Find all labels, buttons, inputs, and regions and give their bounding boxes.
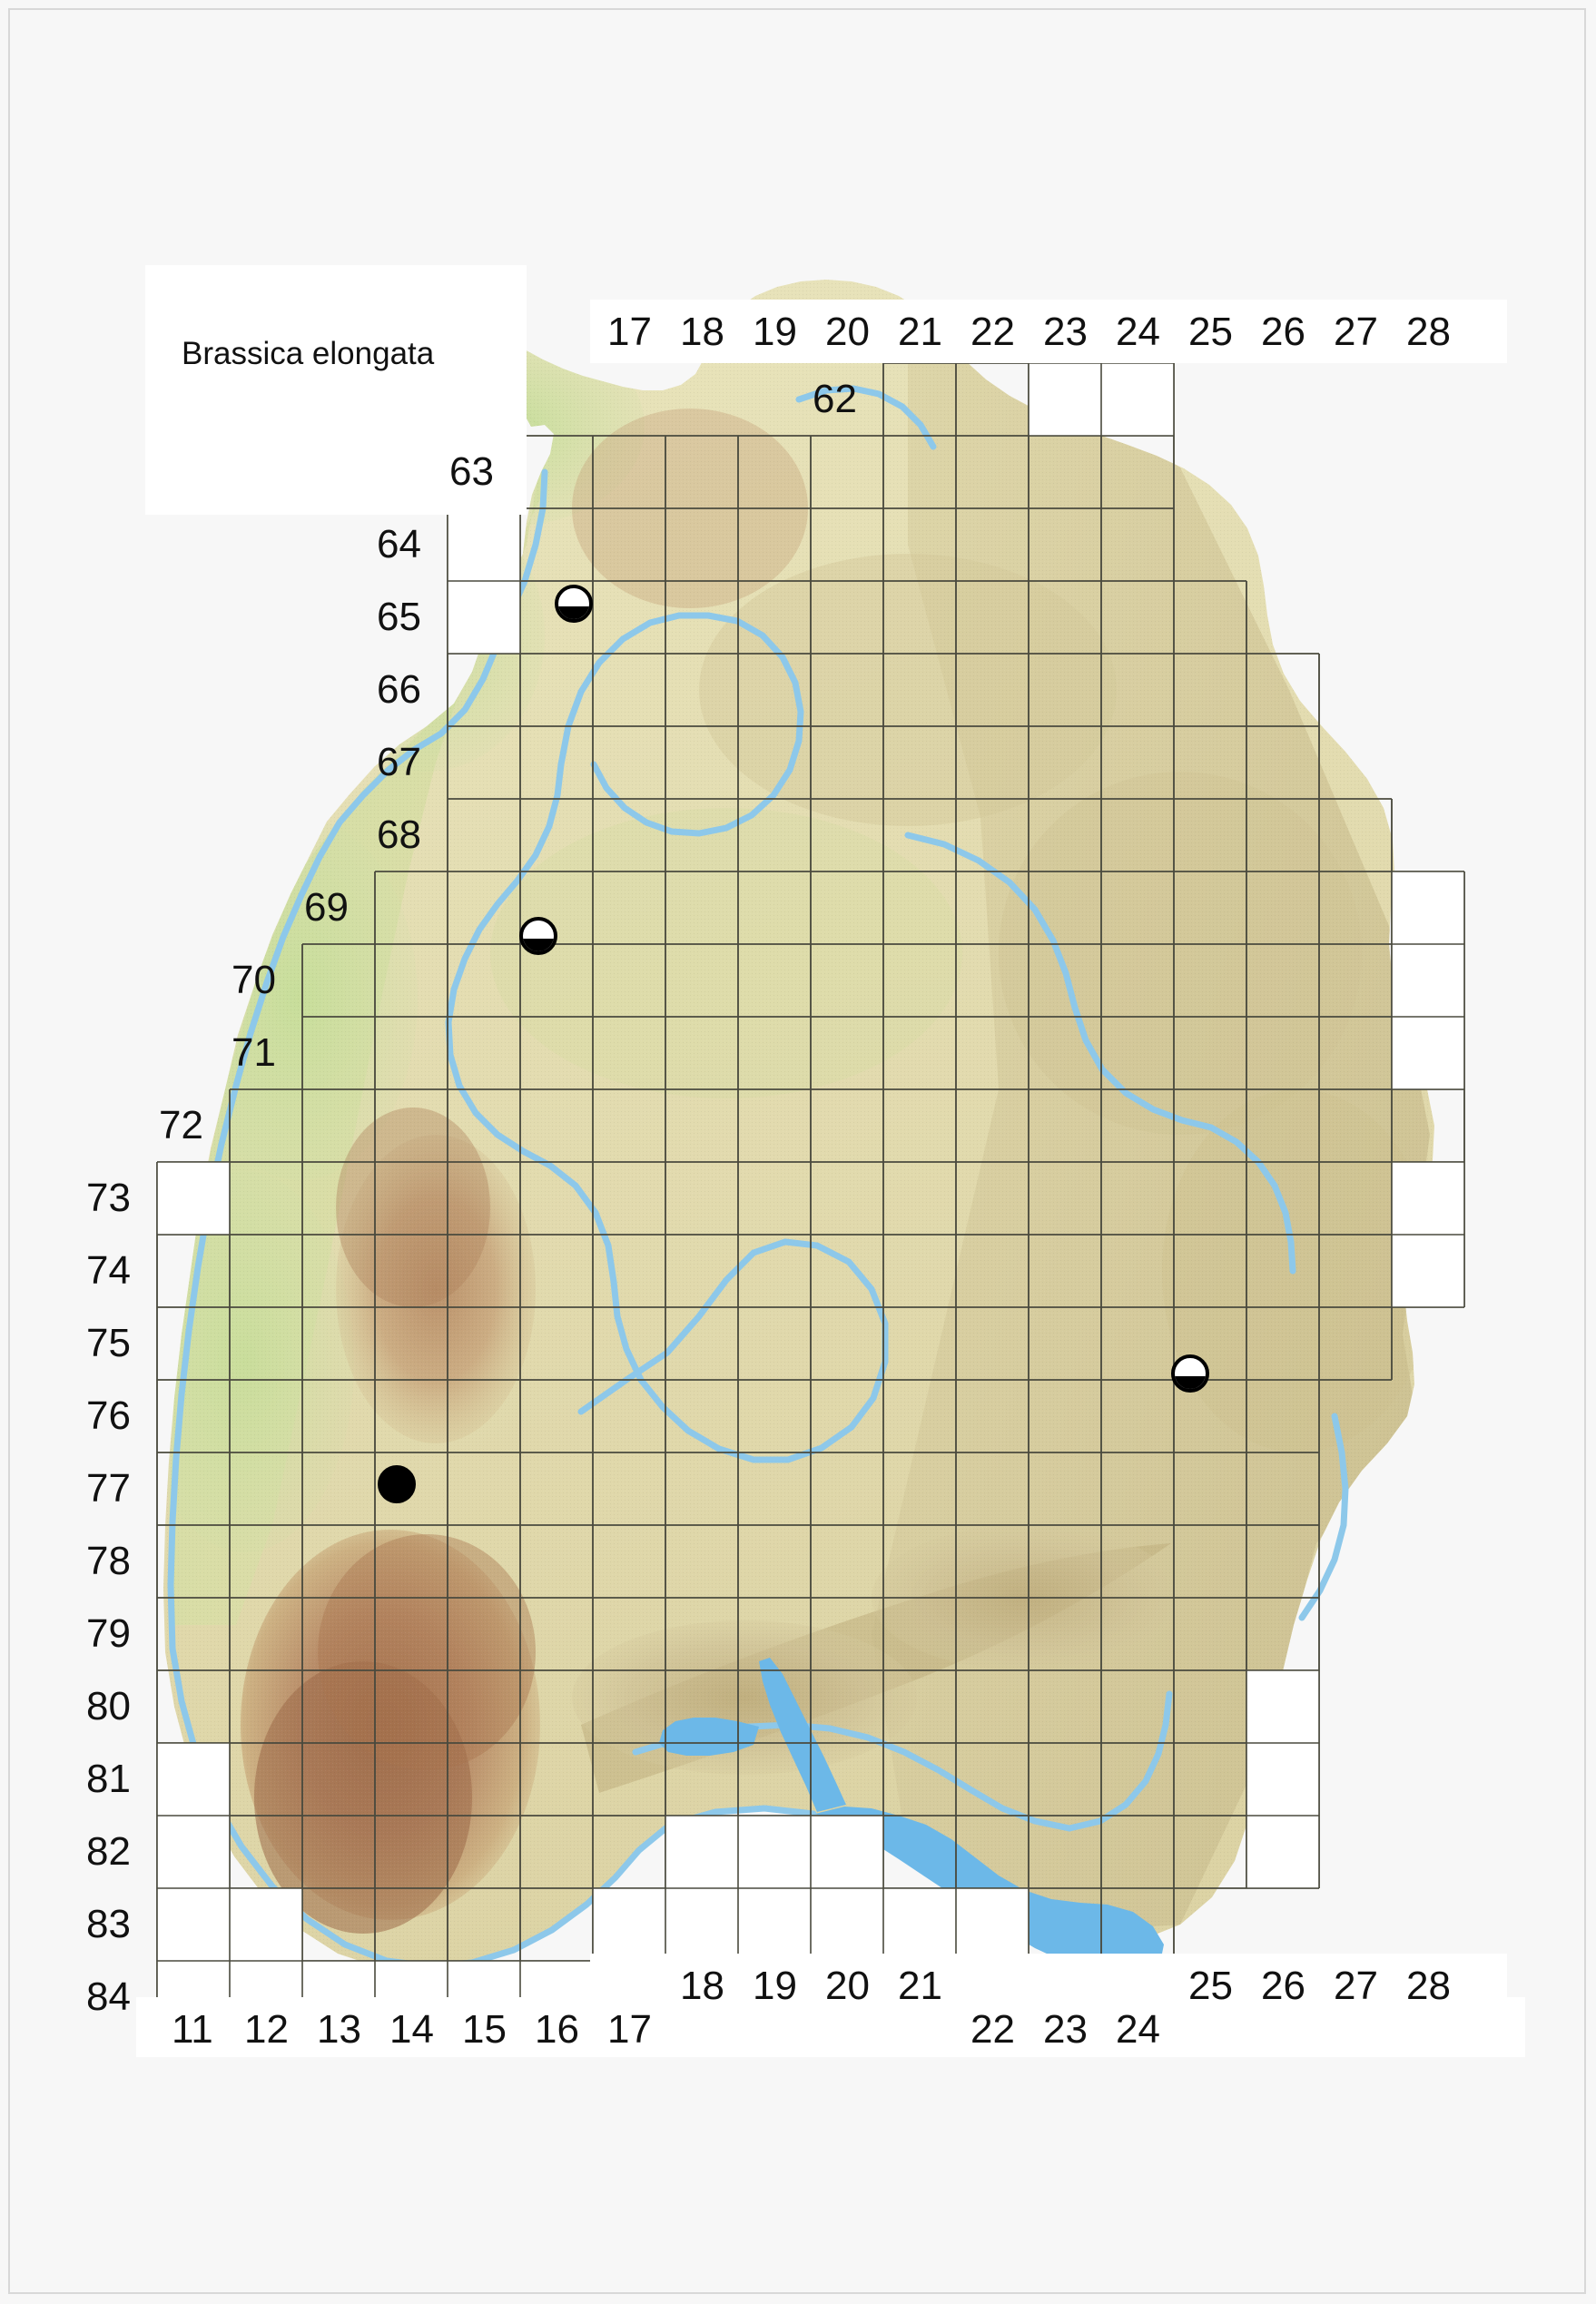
column-label-bottom-21: 21 (898, 1964, 942, 2008)
row-label-64: 64 (377, 522, 421, 566)
grid-cell-blank (956, 1888, 1029, 1961)
row-label-63: 63 (449, 449, 494, 494)
grid-cell-blank (1246, 1670, 1319, 1743)
column-label-bottom-26: 26 (1261, 1964, 1305, 2008)
legend-box (145, 265, 527, 515)
grid-cell-blank (1392, 1235, 1464, 1307)
grid-cell-blank (1029, 363, 1101, 436)
column-label-bottom-16: 16 (535, 2007, 579, 2052)
grid-cell-blank (1392, 1017, 1464, 1089)
grid-cell-blank (738, 1816, 811, 1888)
row-label-82: 82 (86, 1829, 131, 1874)
row-label-66: 66 (377, 667, 421, 712)
grid-cell-blank (738, 1888, 811, 1961)
row-label-74: 74 (86, 1248, 131, 1293)
column-label-top-25: 25 (1188, 310, 1233, 354)
row-label-72: 72 (159, 1103, 203, 1147)
grid-cell-blank (157, 1743, 230, 1816)
row-label-73: 73 (86, 1176, 131, 1220)
column-label-bottom-17: 17 (607, 2007, 652, 2052)
column-label-bottom-19: 19 (753, 1964, 797, 2008)
row-label-70: 70 (232, 958, 276, 1002)
column-label-top-17: 17 (607, 310, 652, 354)
symbol-lower-half (558, 606, 589, 619)
grid-cell-blank (1246, 1743, 1319, 1816)
grid-cell-blank (1246, 1816, 1319, 1888)
column-label-bottom-18: 18 (680, 1964, 724, 2008)
row-label-75: 75 (86, 1321, 131, 1365)
grid-cell-blank (448, 581, 520, 654)
column-label-bottom-14: 14 (389, 2007, 434, 2052)
occurrence-symbol-half (1171, 1354, 1209, 1393)
column-label-bottom-15: 15 (462, 2007, 507, 2052)
row-label-71: 71 (232, 1030, 276, 1075)
column-label-bottom-27: 27 (1334, 1964, 1378, 2008)
grid-cell-blank (1392, 944, 1464, 1017)
row-label-80: 80 (86, 1684, 131, 1728)
column-label-bottom-23: 23 (1043, 2007, 1088, 2052)
column-label-top-21: 21 (898, 310, 942, 354)
grid-cell-blank (883, 1888, 956, 1961)
column-label-top-19: 19 (753, 310, 797, 354)
row-label-68: 68 (377, 812, 421, 857)
grid-cell-blank (230, 1888, 302, 1961)
grid-cell-blank (157, 1888, 230, 1961)
row-label-83: 83 (86, 1902, 131, 1946)
grid-cell-blank (593, 1888, 665, 1961)
grid-cell-blank (448, 508, 520, 581)
row-label-62: 62 (813, 377, 857, 421)
occurrence-symbol-half (519, 917, 557, 955)
column-label-bottom-25: 25 (1188, 1964, 1233, 2008)
grid-cell-blank (1392, 871, 1464, 944)
grid-cell-blank (811, 1888, 883, 1961)
column-label-top-23: 23 (1043, 310, 1088, 354)
symbol-lower-half (1175, 1376, 1206, 1389)
occurrence-symbol-filled (378, 1465, 416, 1503)
row-label-65: 65 (377, 595, 421, 639)
grid-cell-blank (1392, 1162, 1464, 1235)
column-label-top-28: 28 (1406, 310, 1451, 354)
row-label-77: 77 (86, 1466, 131, 1511)
column-label-top-18: 18 (680, 310, 724, 354)
occurrence-symbol-half (555, 585, 593, 623)
column-label-bottom-24: 24 (1116, 2007, 1160, 2052)
grid-lines-top (156, 362, 1465, 2034)
column-label-top-27: 27 (1334, 310, 1378, 354)
legend-species-name: Brassica elongata (182, 336, 435, 371)
column-label-top-22: 22 (970, 310, 1015, 354)
column-label-bottom-13: 13 (317, 2007, 361, 2052)
column-label-top-20: 20 (825, 310, 870, 354)
grid-cell-blank (665, 1816, 738, 1888)
column-label-bottom-12: 12 (244, 2007, 289, 2052)
column-label-bottom-20: 20 (825, 1964, 870, 2008)
row-label-78: 78 (86, 1539, 131, 1583)
column-label-bottom-22: 22 (970, 2007, 1015, 2052)
column-label-top-24: 24 (1116, 310, 1160, 354)
row-label-69: 69 (304, 885, 349, 930)
row-label-79: 79 (86, 1611, 131, 1656)
grid-cell-blank (1101, 363, 1174, 436)
column-label-bottom-11: 11 (172, 2007, 213, 2052)
row-label-84: 84 (86, 1974, 131, 2019)
top-label-band (590, 300, 1507, 363)
grid-cell-blank (157, 1816, 230, 1888)
row-label-67: 67 (377, 740, 421, 784)
row-label-76: 76 (86, 1393, 131, 1438)
column-label-bottom-28: 28 (1406, 1964, 1451, 2008)
row-label-81: 81 (86, 1757, 131, 1801)
grid-cell-blank (665, 1888, 738, 1961)
symbol-lower-half (523, 939, 554, 951)
grid-cell-blank (811, 1816, 883, 1888)
grid-cell-blank (157, 1162, 230, 1235)
column-label-top-26: 26 (1261, 310, 1305, 354)
bottom-label-band-lower (136, 1997, 1525, 2057)
